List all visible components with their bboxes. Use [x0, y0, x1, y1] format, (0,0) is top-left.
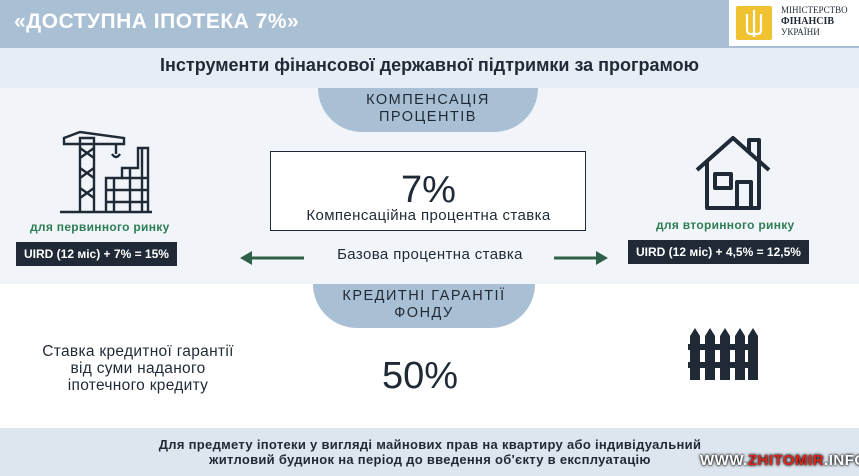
compensation-bubble-line1: КОМПЕНСАЦІЯ	[366, 92, 490, 108]
header-bar	[0, 0, 859, 48]
secondary-market-formula: UIRD (12 міс) + 4,5% = 12,5%	[628, 240, 809, 264]
footer-bar	[0, 428, 859, 476]
primary-market-formula: UIRD (12 міс) + 7% = 15%	[16, 242, 177, 266]
guarantee-rate-description: Ставка кредитної гарантії від суми надан…	[14, 343, 262, 394]
guarantees-bubble-line1: КРЕДИТНІ ГАРАНТІЇ	[342, 288, 506, 304]
compensation-bubble: КОМПЕНСАЦІЯ ПРОЦЕНТІВ	[318, 88, 538, 132]
compensation-rate-box	[270, 151, 586, 231]
trident-icon	[736, 6, 772, 40]
watermark: WWW.ZHITOMIR.INFO	[700, 452, 859, 469]
base-rate-label: Базова процентна ставка	[337, 246, 523, 263]
footer-line2: житловий будинок на період до введення о…	[209, 452, 651, 467]
guarantees-bubble: КРЕДИТНІ ГАРАНТІЇ ФОНДУ	[313, 284, 535, 328]
compensation-rate-label: Компенсаційна процентна ставка	[306, 207, 551, 224]
ministry-name: МІНІСТЕРСТВО ФІНАНСІВ УКРАЇНИ	[781, 5, 848, 38]
subtitle: Інструменти фінансової державної підтрим…	[160, 55, 699, 75]
watermark-part1: WWW.	[700, 452, 748, 469]
watermark-part3: .INFO	[824, 452, 859, 469]
ministry-line1: МІНІСТЕРСТВО	[781, 5, 848, 15]
watermark-part2: ZHITOMIR	[747, 452, 825, 469]
compensation-rate-value: 7%	[401, 169, 456, 211]
house-icon	[693, 132, 773, 217]
primary-market-label: для первинного ринку	[30, 220, 170, 234]
footer-note: Для предмету іпотеки у вигляді майнових …	[60, 437, 800, 467]
ministry-line2: ФІНАНСІВ	[781, 16, 835, 27]
compensation-bubble-line2: ПРОЦЕНТІВ	[379, 109, 477, 125]
footer-line1: Для предмету іпотеки у вигляді майнових …	[158, 437, 702, 452]
fence-icon	[688, 326, 758, 385]
guarantee-text-line1: Ставка кредитної гарантії	[42, 343, 234, 360]
secondary-market-label: для вторинного ринку	[656, 218, 795, 232]
subtitle-bar	[0, 48, 859, 89]
page-title: «ДОСТУПНА ІПОТЕКА 7%»	[14, 10, 300, 33]
right-arrow-icon	[552, 250, 608, 271]
guarantee-rate-value: 50%	[381, 355, 459, 397]
construction-crane-icon	[58, 128, 154, 219]
left-arrow-icon	[240, 250, 306, 271]
guarantee-text-line2: від суми наданого	[70, 360, 206, 377]
ministry-line3: УКРАЇНИ	[781, 27, 820, 37]
guarantees-bubble-line2: ФОНДУ	[394, 305, 454, 321]
guarantee-text-line3: іпотечного кредиту	[67, 377, 209, 394]
